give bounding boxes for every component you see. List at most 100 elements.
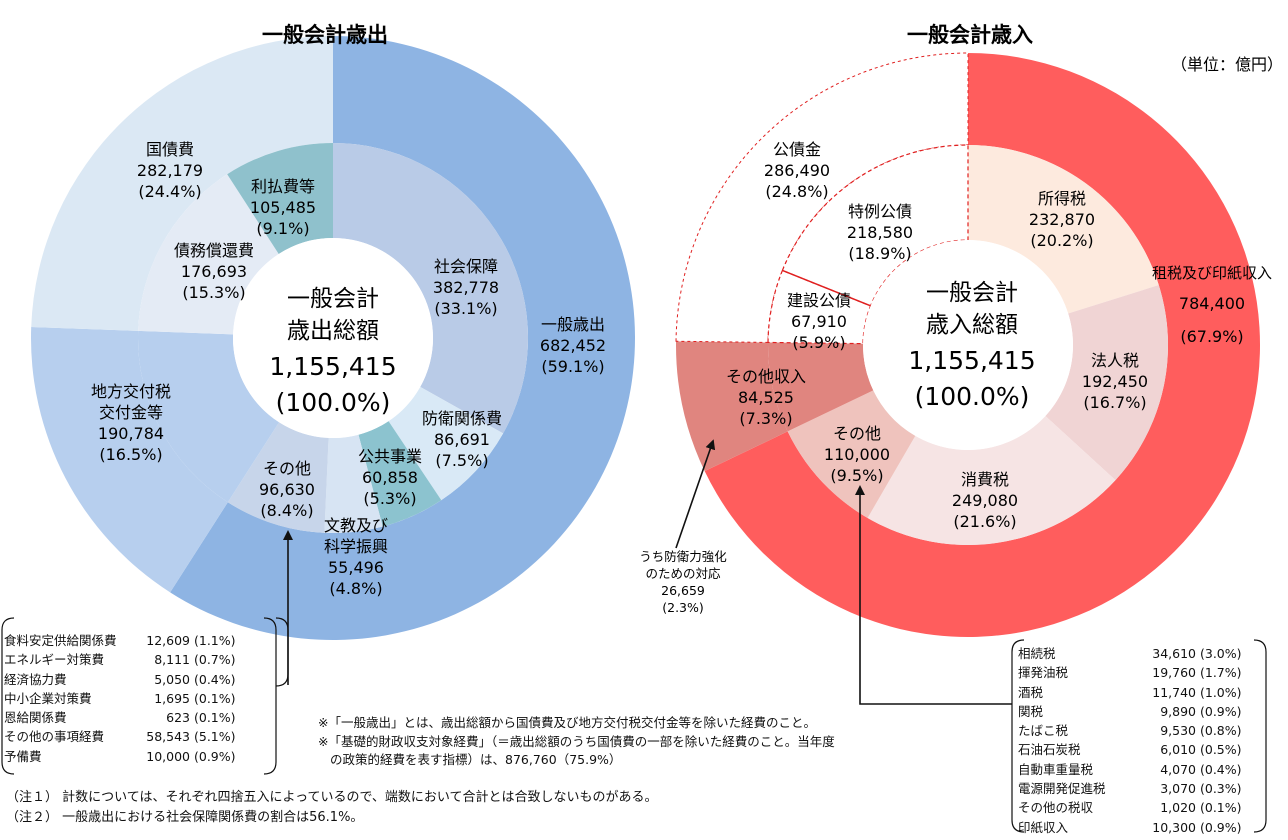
label-boei-value: 86,691 [434,430,490,449]
exp-table-left-brace [1,617,15,775]
exp-breakdown-pct: (0.1%) [194,710,236,726]
label-chiho-pct: (16.5%) [99,445,162,464]
label-shotoku-name: 所得税 [1038,189,1086,208]
label-shohi-pct: (21.6%) [953,512,1016,531]
rev-breakdown-row: たばこ税 9,530 (0.8%) [1016,721,1262,740]
defense-note-pct: (2.3%) [662,600,704,615]
expenditure-breakdown-table: 食料安定供給関係費 12,609 (1.1%) エネルギー対策費 8,111 (0.7%)… [2,631,262,766]
rev-breakdown-row: 関税 9,890 (0.9%) [1016,702,1262,721]
rev-breakdown-name: 揮発油税 [1018,665,1069,681]
label-kokyo-value: 60,858 [362,468,418,487]
label-tokurei-pct: (18.9%) [848,244,911,263]
label-kokusai-pct: (24.4%) [138,182,201,201]
rev-breakdown-pct: (0.3%) [1200,781,1242,797]
exp-breakdown-row: その他の事項経費 58,543 (5.1%) [2,727,262,746]
exp-breakdown-pct: (0.9%) [194,748,236,764]
exp-breakdown-row: エネルギー対策費 8,111 (0.7%) [2,650,262,669]
rev-inner-hojin [1045,285,1168,481]
revenue-breakdown-table: 相続税 34,610 (3.0%) 揮発油税 19,760 (1.7%) 酒税 11,740(… [1016,644,1262,837]
exp-outer-kokusai [31,36,334,331]
label-bunkyo-value: 55,496 [328,558,384,577]
rev-breakdown-pct: (3.0%) [1200,646,1242,661]
revenue-center-line2: 歳入総額 [926,312,1018,338]
label-sonota-shunyu-pct: (7.3%) [739,409,792,428]
rev-inner-shohi [867,415,1116,545]
label-sonota-shunyu-value: 84,525 [738,388,794,407]
label-sonota-zei-pct: (9.5%) [830,466,883,485]
label-sonota-zei-name: その他 [833,424,881,443]
exp-breakdown-pct: (0.7%) [194,652,236,668]
label-shakai-pct: (33.1%) [434,299,497,318]
label-shakai-value: 382,778 [433,278,499,297]
exp-breakdown-row: 中小企業対策費 1,695 (0.1%) [2,689,262,708]
rev-breakdown-pct: (0.9%) [1200,703,1242,719]
rev-inner-sonota_shunyu_in [768,342,874,432]
label-shohi-value: 249,080 [952,491,1018,510]
rev-breakdown-row: 電源開発促進税 3,070 (0.3%) [1016,779,1262,798]
expenditure-center-line1: 一般会計 [287,286,379,312]
revenue-title: 一般会計歳入 [907,23,1033,47]
exp-inner-rihara [227,143,333,255]
exp-breakdown-row: 恩給関係費 623 (0.1%) [2,708,262,727]
label-chiho-value: 190,784 [98,424,164,443]
label-boei-name: 防衛関係費 [422,409,502,428]
label-shokan-value: 176,693 [181,262,247,281]
exp-inner-sonota [227,422,329,533]
label-hojin-value: 192,450 [1082,372,1148,391]
label-sonota-pct: (8.4%) [260,501,313,520]
rev-breakdown-name: 印紙収入 [1018,819,1069,835]
rev-outer-sonota_shunyu [676,341,788,472]
revenue-center-pct: (100.0%) [915,382,1030,411]
label-hojin-name: 法人税 [1091,351,1139,370]
rev-breakdown-value: 19,760 [1152,665,1196,681]
exp-breakdown-name: 中小企業対策費 [4,690,92,706]
exp-breakdown-row: 経済協力費 5,050 (0.4%) [2,670,262,689]
label-kosaikin-name: 公債金 [773,140,821,159]
label-chiho-name2: 交付金等 [99,403,163,422]
label-shotoku-pct: (20.2%) [1030,231,1093,250]
rev-breakdown-name: 相続税 [1018,646,1056,661]
rev-breakdown-value: 3,070 [1160,781,1196,797]
expenditure-title: 一般会計歳出 [262,23,388,47]
label-hojin-pct: (16.7%) [1083,393,1146,412]
rev-breakdown-name: たばこ税 [1018,723,1069,739]
exp-inner-kokyo [358,421,442,527]
rev-breakdown-value: 6,010 [1160,742,1196,758]
rev-inner-sonota_zei [787,390,916,518]
label-sozei-name: 租税及び印紙収入 [1152,264,1272,282]
label-sozei-pct: (67.9%) [1180,327,1243,346]
label-boei-pct: (7.5%) [435,451,488,470]
rev-inner-shotoku [968,145,1159,314]
defense-note-line2: のための対応 [645,566,721,581]
rev-breakdown-pct: (1.0%) [1200,684,1242,700]
rev-breakdown-pct: (1.7%) [1200,665,1242,681]
footnote-star1: ※「一般歳出」とは、歳出総額から国債費及び地方交付税交付金等を除いた経費のこと。 [318,715,816,730]
exp-inner-chiho_in [138,330,280,503]
exp-breakdown-name: 食料安定供給関係費 [4,633,117,648]
rev-breakdown-row: 石油石炭税 6,010 (0.5%) [1016,740,1262,759]
label-kosaikin-pct: (24.8%) [765,182,828,201]
label-rihara-pct: (9.1%) [256,219,309,238]
label-rihara-name: 利払費等 [251,177,315,196]
exp-breakdown-value: 12,609 [146,633,190,648]
rev-breakdown-pct: (0.8%) [1200,723,1242,739]
rev-inner-tokurei [781,144,969,307]
exp-table-right-brace [275,617,289,687]
label-kensetsu-name: 建設公債 [787,291,851,310]
label-bunkyo-name1: 文教及び [324,516,388,535]
rev-breakdown-value: 10,300 [1152,819,1196,835]
label-shotoku-value: 232,870 [1029,210,1095,229]
exp-breakdown-row: 食料安定供給関係費 12,609 (1.1%) [2,631,262,650]
defense-note-arrow [675,439,716,549]
footnote-star2-line1: ※「基礎的財政収支対象経費」（＝歳出総額のうち国債費の一部を除いた経費のこと。当… [318,734,835,749]
rev-breakdown-value: 9,530 [1160,723,1196,739]
label-bunkyo-pct: (4.8%) [329,579,382,598]
rev-breakdown-row: 自動車重量税 4,070 (0.4%) [1016,760,1262,779]
exp-breakdown-pct: (5.1%) [194,729,236,745]
label-shokan-name: 債務償還費 [174,241,254,260]
label-sonota-zei-value: 110,000 [824,445,890,464]
rev-breakdown-row: 印紙収入 10,300 (0.9%) [1016,818,1262,837]
label-kokyo-name: 公共事業 [358,447,422,466]
rev-breakdown-name: 自動車重量税 [1018,761,1094,777]
rev-breakdown-name: 関税 [1018,703,1044,719]
